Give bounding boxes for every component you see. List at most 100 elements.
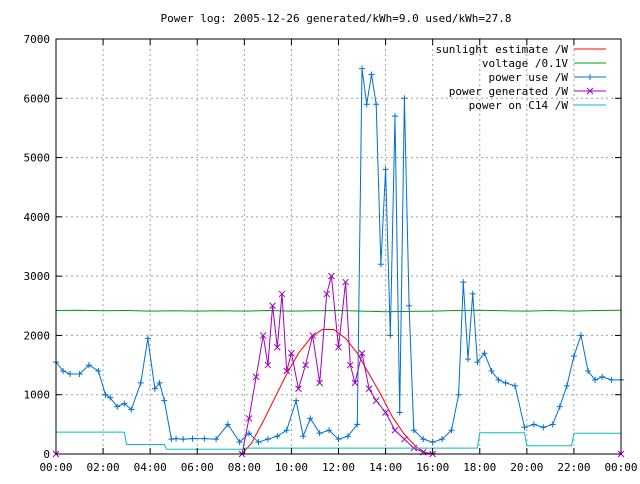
data-point <box>328 272 335 280</box>
data-point <box>354 421 361 428</box>
data-point <box>326 427 333 434</box>
data-point <box>283 427 290 434</box>
data-point <box>358 349 366 357</box>
legend-label: power on C14 /W <box>469 99 569 112</box>
data-point <box>556 403 563 410</box>
data-point <box>107 394 114 401</box>
data-point <box>274 433 281 440</box>
data-point <box>114 403 121 410</box>
data-point <box>255 439 262 446</box>
y-tick-label: 5000 <box>24 152 51 165</box>
legend-marker <box>586 87 594 95</box>
legend-label: power use /W <box>489 71 569 84</box>
data-point <box>592 376 599 383</box>
data-point <box>391 426 399 434</box>
series-1 <box>55 309 622 313</box>
x-tick-label: 22:00 <box>557 461 590 474</box>
data-point <box>401 435 408 443</box>
axes: 0 1000 2000 3000 4000 5000 6000 7000 00:00 02:00 0… <box>24 33 638 474</box>
series-line <box>55 309 622 313</box>
data-point <box>512 382 519 389</box>
x-tick-label: 08:00 <box>228 461 261 474</box>
series-4 <box>56 431 621 450</box>
data-point <box>316 430 323 437</box>
data-point <box>495 376 502 383</box>
data-point <box>95 368 102 374</box>
data-point <box>365 385 373 393</box>
x-tick-label: 16:00 <box>416 461 449 474</box>
y-tick-label: 0 <box>43 448 50 461</box>
data-point <box>201 435 208 442</box>
data-point <box>246 430 253 437</box>
legend-label: voltage /0.1V <box>482 57 568 70</box>
data-point <box>363 101 370 108</box>
y-tick-label: 4000 <box>24 211 51 224</box>
data-point <box>173 435 180 442</box>
data-point <box>156 379 163 386</box>
data-point <box>252 373 260 381</box>
data-point <box>264 436 271 443</box>
data-point <box>481 350 488 357</box>
series-3 <box>52 272 625 458</box>
data-point <box>236 439 243 446</box>
y-tick-label: 2000 <box>24 329 51 342</box>
data-point <box>144 335 151 342</box>
data-point <box>85 362 92 369</box>
x-tick-label: 02:00 <box>87 461 120 474</box>
x-tick-label: 00:00 <box>604 461 637 474</box>
data-point <box>382 409 389 416</box>
data-point <box>420 436 427 443</box>
data-point <box>307 415 314 422</box>
data-point <box>392 113 398 120</box>
data-point <box>429 439 436 446</box>
data-point <box>335 436 342 443</box>
x-tick-label: 00:00 <box>39 461 72 474</box>
data-point <box>300 433 307 440</box>
data-point <box>373 101 380 108</box>
data-point <box>273 343 281 351</box>
data-point <box>474 359 481 366</box>
data-point <box>410 427 417 434</box>
data-point <box>180 436 187 443</box>
data-point <box>563 382 570 389</box>
data-point <box>161 397 168 404</box>
data-point <box>189 435 196 442</box>
data-point <box>309 332 316 339</box>
data-point <box>368 71 375 78</box>
data-point <box>377 261 384 268</box>
data-point <box>60 368 67 374</box>
series-layer <box>52 65 625 458</box>
series-line <box>55 68 621 443</box>
data-point <box>121 400 128 407</box>
data-point <box>346 361 354 369</box>
data-point <box>67 370 74 377</box>
data-point <box>359 65 366 72</box>
x-tick-label: 12:00 <box>322 461 355 474</box>
chart-title: Power log: 2005-12-26 generated/kWh=9.0 … <box>161 12 512 25</box>
series-2 <box>53 65 624 446</box>
data-point <box>460 279 467 286</box>
legend-label: power generated /W <box>449 85 569 98</box>
data-point <box>278 290 286 298</box>
data-point <box>577 332 584 339</box>
data-point <box>570 353 577 360</box>
data-point <box>439 436 446 443</box>
y-tick-label: 3000 <box>24 270 51 283</box>
data-point <box>295 385 302 393</box>
data-point <box>521 424 528 431</box>
data-point <box>245 415 253 422</box>
grid <box>56 39 621 454</box>
data-point <box>549 421 556 428</box>
data-point <box>259 332 267 339</box>
data-point <box>608 376 615 383</box>
data-point <box>128 406 135 413</box>
series-line <box>56 431 621 450</box>
legend-label: sunlight estimate /W <box>436 43 569 56</box>
data-point <box>502 379 509 386</box>
data-point <box>455 391 462 398</box>
data-point <box>540 424 547 431</box>
data-point <box>448 427 455 434</box>
x-tick-label: 20:00 <box>510 461 543 474</box>
